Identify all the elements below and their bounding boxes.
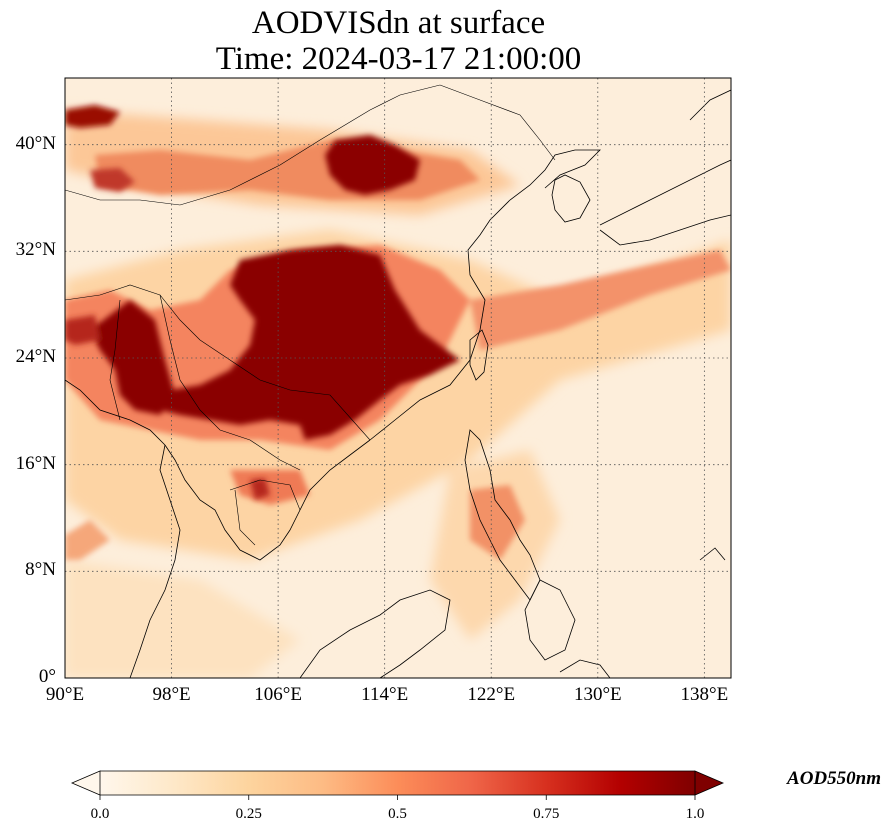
lat-tick-label: 40°N: [15, 132, 56, 154]
colorbar-label: AOD550nm: [787, 768, 881, 789]
lat-tick-label: 32°N: [15, 239, 56, 261]
lat-tick-label: 16°N: [15, 452, 56, 474]
lon-tick-label: 98°E: [152, 684, 191, 705]
lat-tick-label: 0°: [38, 666, 56, 687]
lon-tick-label: 106°E: [254, 684, 302, 705]
country-borders: [65, 84, 556, 546]
lon-tick-label: 122°E: [467, 684, 516, 705]
lon-tick-label: 114°E: [361, 684, 409, 705]
colorbar-max-extend: [694, 770, 725, 796]
lon-tick-label: 90°E: [45, 684, 85, 705]
colorbar-tick-label: 0.75: [533, 806, 560, 822]
colorbar: [70, 770, 725, 800]
map-frame: [64, 77, 732, 679]
colorbar-tick-label: 1.0: [685, 806, 705, 822]
lat-tick-label: 24°N: [15, 346, 56, 367]
lon-tick-label: 130°E: [573, 684, 622, 705]
colorbar-min-extend: [70, 770, 101, 796]
colorbar-tick-label: 0.5: [388, 806, 407, 822]
lon-tick-label: 138°E: [680, 684, 729, 705]
chart-title: AODVISdn at surface: [251, 5, 546, 41]
aerosol-field: [65, 105, 731, 678]
colorbar-gradient: [100, 771, 695, 795]
gridlines: [65, 78, 731, 678]
chart-subtitle-time: Time: 2024-03-17 21:00:00: [215, 41, 582, 77]
coastlines: [65, 89, 731, 678]
colorbar-tick-label: 0.0: [90, 806, 110, 822]
colorbar-tick-label: 0.25: [235, 806, 262, 822]
lat-tick-label: 8°N: [25, 559, 56, 581]
